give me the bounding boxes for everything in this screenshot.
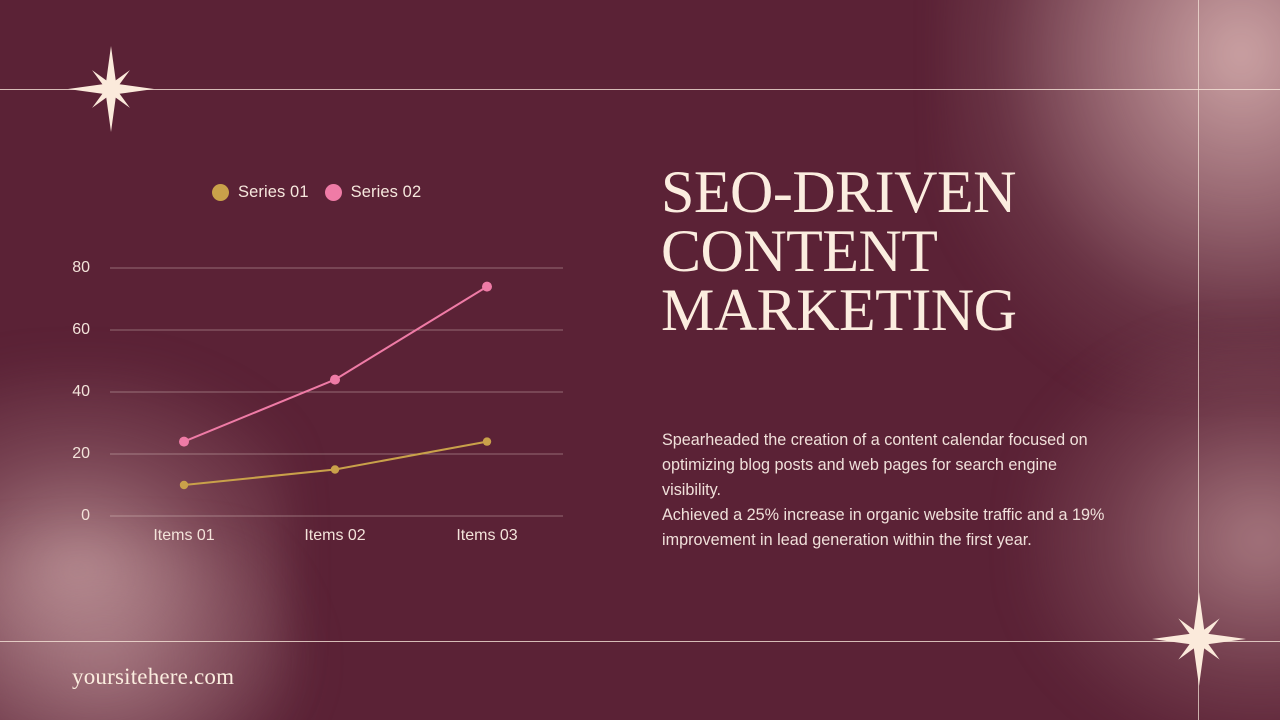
chart-data-point[interactable] bbox=[482, 281, 492, 292]
line-chart: Series 01 Series 02 0 20 40 60 80 Items 01 It… bbox=[0, 150, 620, 570]
chart-series-line bbox=[183, 440, 488, 486]
chart-series-line bbox=[183, 285, 488, 443]
page-title: SEO-DRIVEN CONTENT MARKETING bbox=[661, 159, 1091, 344]
chart-x-tick-label: Items 01 bbox=[153, 527, 215, 544]
chart-y-tick-label: 0 bbox=[81, 507, 90, 524]
chart-svg bbox=[110, 267, 563, 517]
chart-x-tick-label: Items 02 bbox=[304, 527, 366, 544]
legend-item-series-02[interactable]: Series 02 bbox=[324, 183, 422, 202]
chart-y-tick-label: 20 bbox=[72, 445, 90, 462]
chart-legend: Series 01 Series 02 bbox=[212, 183, 421, 202]
chart-y-tick-label: 40 bbox=[72, 383, 90, 400]
legend-item-series-01[interactable]: Series 01 bbox=[212, 183, 309, 202]
chart-data-point[interactable] bbox=[179, 480, 189, 490]
chart-data-point[interactable] bbox=[330, 374, 340, 385]
chart-plot-area: 0 20 40 60 80 Items 01 Items 02 Items 03 bbox=[0, 150, 620, 570]
chart-y-tick-label: 60 bbox=[72, 321, 90, 338]
chart-y-tick-label: 80 bbox=[72, 259, 90, 276]
chart-data-point[interactable] bbox=[330, 465, 340, 474]
legend-label: Series 01 bbox=[238, 183, 309, 201]
body-paragraph: Spearheaded the creation of a content ca… bbox=[662, 431, 1088, 499]
legend-label: Series 02 bbox=[350, 183, 422, 201]
divider-top bbox=[0, 89, 1280, 90]
footer-website: yoursitehere.com bbox=[72, 664, 235, 689]
legend-swatch-icon bbox=[324, 184, 342, 201]
title-line: SEO-DRIVEN bbox=[661, 159, 1016, 225]
chart-data-point[interactable] bbox=[482, 437, 492, 446]
body-paragraph: Achieved a 25% increase in organic websi… bbox=[662, 506, 1105, 549]
chart-x-tick-label: Items 03 bbox=[456, 527, 518, 544]
title-line: CONTENT bbox=[661, 218, 938, 285]
divider-bottom bbox=[0, 641, 1280, 642]
title-line: MARKETING bbox=[661, 277, 1017, 344]
sparkle-star-icon bbox=[1152, 592, 1246, 686]
divider-vertical-right bbox=[1198, 0, 1199, 720]
legend-swatch-icon bbox=[212, 184, 229, 201]
body-copy: Spearheaded the creation of a content ca… bbox=[662, 428, 1114, 553]
chart-data-point[interactable] bbox=[179, 436, 189, 447]
